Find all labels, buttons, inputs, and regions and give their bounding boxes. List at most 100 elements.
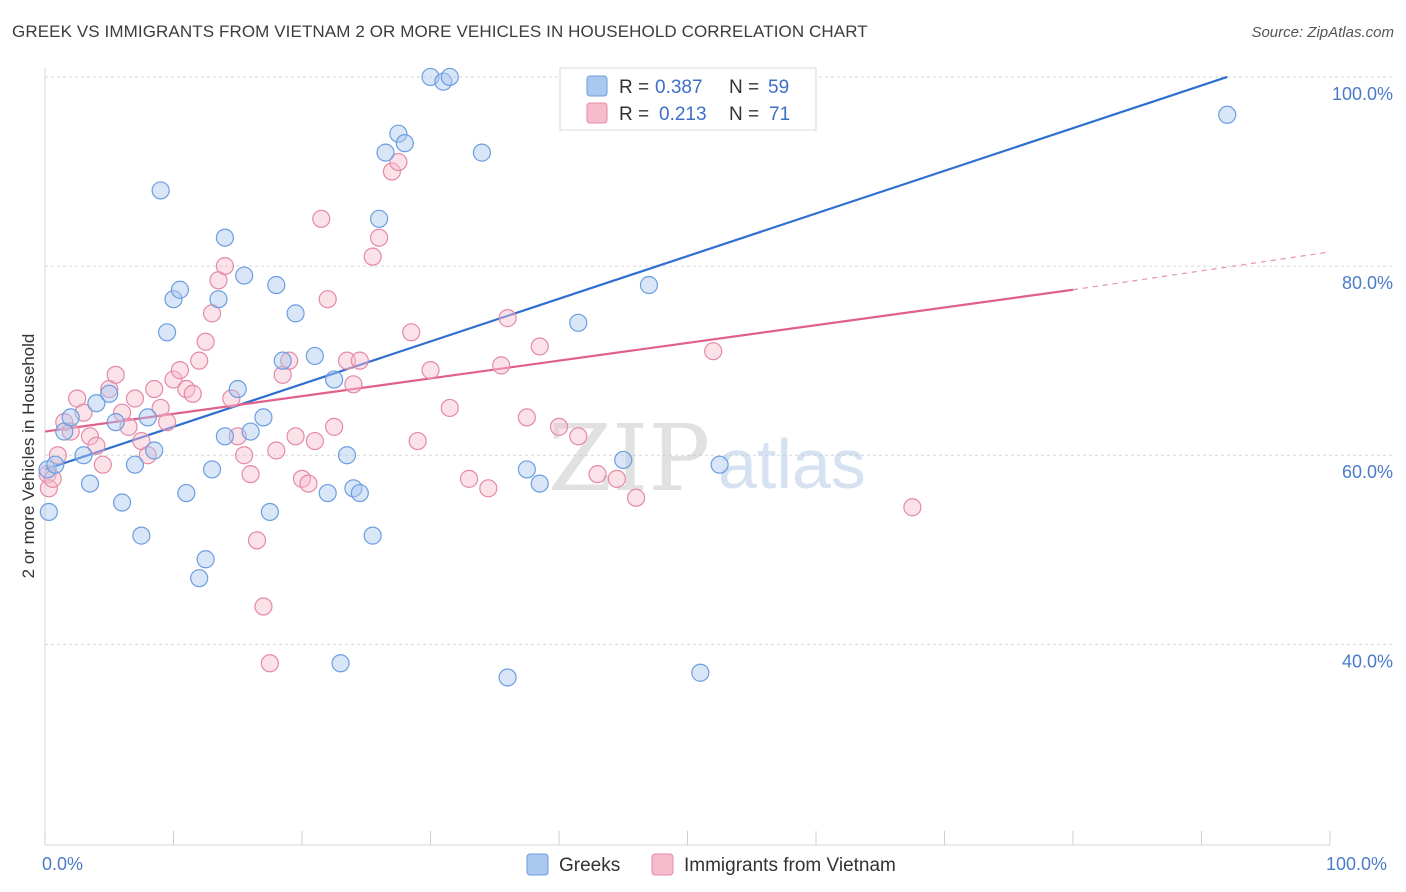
y-tick-label-40: 40.0% <box>1342 651 1393 671</box>
legend-swatch-greeks <box>586 75 608 97</box>
greeks-point-19 <box>177 483 196 503</box>
watermark-zip: ZIP <box>548 405 710 512</box>
greeks-point-13 <box>138 408 157 427</box>
greeks-point-37 <box>331 654 350 673</box>
vietnam-point-21 <box>164 370 183 389</box>
watermark: ZIP atlas <box>548 405 866 512</box>
vietnam-point-12 <box>106 365 125 384</box>
legend-n-label-greeks: N = <box>729 77 759 98</box>
greeks-point-5 <box>74 446 93 465</box>
greeks-point-25 <box>215 427 234 446</box>
vietnam-point-70 <box>903 498 922 517</box>
legend-r-value-vietnam: 0.213 <box>659 104 707 125</box>
vietnam-point-55 <box>408 431 427 451</box>
vietnam-point-42 <box>299 474 318 493</box>
vietnam-point-33 <box>241 465 260 484</box>
vietnam-point-69 <box>704 342 723 361</box>
greeks-point-50 <box>498 668 517 687</box>
vietnam-point-46 <box>325 417 344 436</box>
legend-n-label-vietnam: N = <box>729 104 759 125</box>
greeks-point-15 <box>151 181 170 200</box>
vietnam-point-65 <box>569 427 588 446</box>
greeks-point-32 <box>273 351 292 370</box>
vietnam-point-40 <box>286 427 305 446</box>
vietnam-point-35 <box>254 597 273 616</box>
bottom-legend-label-greeks: Greeks <box>559 855 620 876</box>
vietnam-point-51 <box>370 228 389 247</box>
greeks-point-38 <box>337 446 357 465</box>
greeks-point-57 <box>710 455 729 474</box>
greeks-point-44 <box>389 124 408 143</box>
greeks-point-56 <box>691 663 710 682</box>
vietnam-point-10 <box>93 455 112 474</box>
vietnam-point-54 <box>402 323 421 342</box>
vietnam-point-53 <box>389 152 408 172</box>
greeks-point-54 <box>614 450 633 470</box>
greeks-point-30 <box>260 502 279 522</box>
vietnam-point-37 <box>267 441 286 460</box>
greeks-point-8 <box>100 384 119 403</box>
trend-line-extension-1 <box>1072 251 1331 291</box>
greeks-point-16 <box>157 323 177 342</box>
greeks-point-53 <box>569 313 588 332</box>
vietnam-point-18 <box>145 379 164 399</box>
vietnam-point-29 <box>215 256 234 276</box>
greeks-point-48 <box>440 67 459 87</box>
bottom-legend-swatch-greeks <box>526 853 549 876</box>
greeks-point-7 <box>87 394 106 413</box>
x-tick-label-min: 0.0% <box>42 854 83 874</box>
vietnam-point-24 <box>183 384 202 403</box>
vietnam-point-22 <box>170 361 190 380</box>
vietnam-point-45 <box>318 290 337 309</box>
greeks-point-6 <box>80 474 100 493</box>
vietnam-point-56 <box>421 361 440 380</box>
greeks-point-58 <box>1218 105 1237 124</box>
greeks-point-45 <box>395 134 414 153</box>
legend: R = 0.387 N = 59 R = 0.213 N = 71 <box>559 67 817 131</box>
vietnam-point-47 <box>337 351 357 370</box>
greeks-point-36 <box>325 370 344 389</box>
greeks-point-17 <box>164 290 183 309</box>
greeks-point-22 <box>202 460 222 479</box>
greeks-point-41 <box>363 526 382 545</box>
vietnam-point-64 <box>549 417 569 436</box>
vietnam-point-30 <box>222 389 241 408</box>
trend-lines <box>44 75 1331 471</box>
vietnam-point-67 <box>607 469 626 488</box>
vietnam-point-52 <box>382 162 402 181</box>
vietnam-point-59 <box>479 479 498 498</box>
greeks-point-55 <box>639 275 659 295</box>
vietnam-point-62 <box>517 408 536 427</box>
greeks-point-26 <box>228 379 247 399</box>
greeks-point-52 <box>530 474 549 493</box>
x-ticks <box>44 831 1331 845</box>
vietnam-point-8 <box>80 427 100 446</box>
greeks-point-23 <box>209 290 228 309</box>
chart-source: Source: ZipAtlas.com <box>1251 24 1394 41</box>
y-tick-label-80: 80.0% <box>1342 273 1393 293</box>
bottom-legend-label-vietnam: Immigrants from Vietnam <box>684 855 896 876</box>
legend-n-value-greeks: 59 <box>768 77 789 98</box>
x-tick-label-max: 100.0% <box>1326 854 1387 874</box>
greeks-point-18 <box>170 280 190 299</box>
greeks-point-34 <box>305 346 324 366</box>
greeks-point-21 <box>196 550 215 569</box>
greeks-point-42 <box>370 209 389 228</box>
bottom-legend: Greeks Immigrants from Vietnam <box>526 853 896 876</box>
vietnam-point-20 <box>157 413 177 432</box>
greeks-point-2 <box>46 455 65 474</box>
greeks-point-4 <box>61 408 80 427</box>
vietnam-point-26 <box>196 332 215 351</box>
vietnam-point-60 <box>492 356 511 375</box>
greeks-point-51 <box>517 460 536 479</box>
vietnam-point-44 <box>312 209 331 228</box>
y-tick-label-60: 60.0% <box>1342 462 1393 482</box>
greeks-point-24 <box>215 228 234 247</box>
greeks-point-33 <box>286 304 305 323</box>
greeks-point-31 <box>267 275 286 295</box>
greeks-point-40 <box>350 483 369 503</box>
vietnam-point-57 <box>440 398 459 418</box>
greeks-point-28 <box>241 422 260 441</box>
gridlines <box>45 76 1394 645</box>
